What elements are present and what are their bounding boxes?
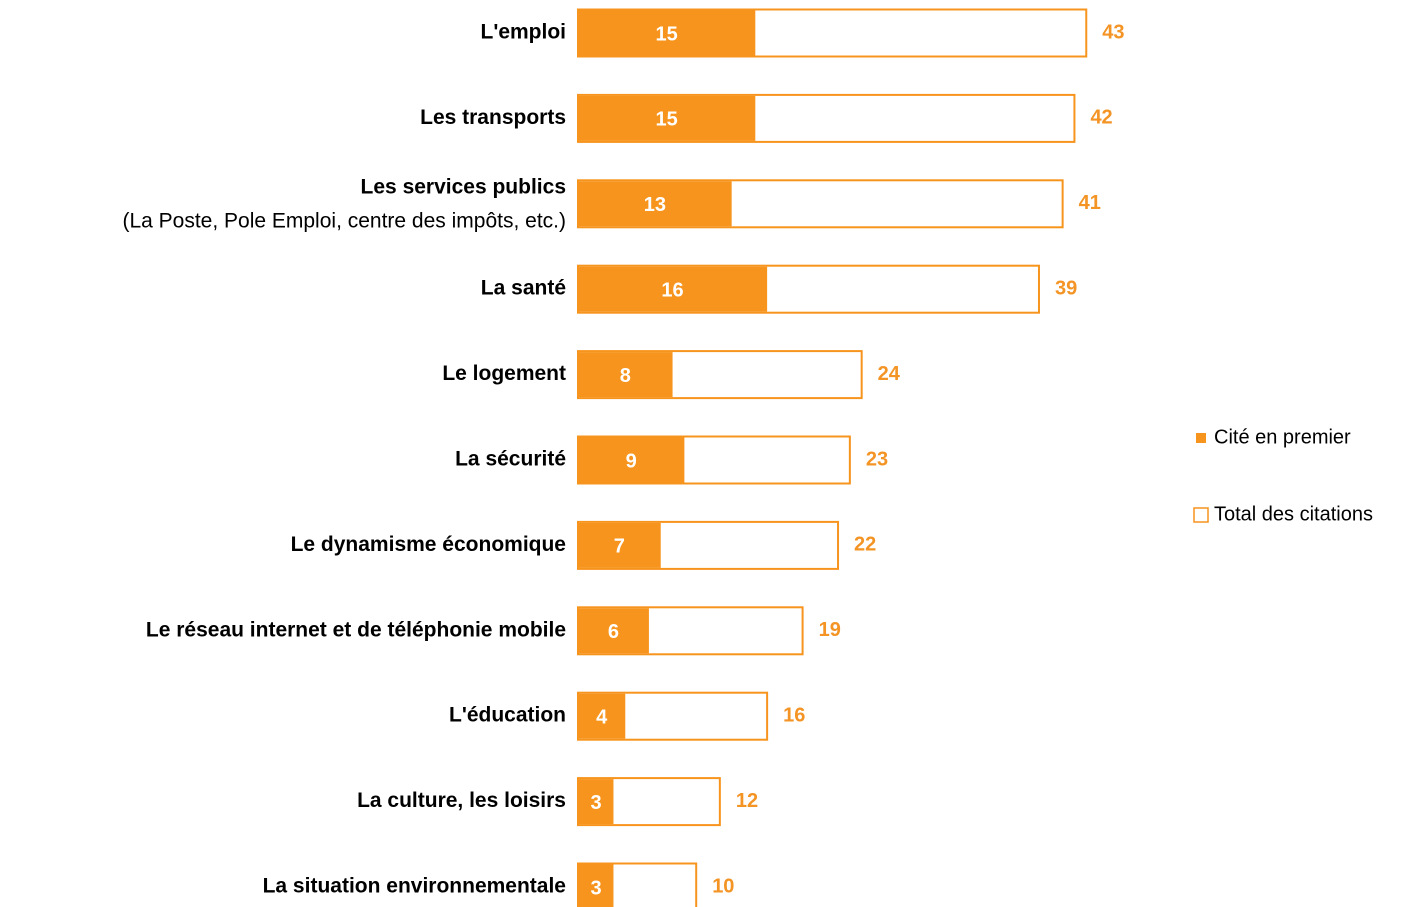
category-label: Le dynamisme économique <box>291 533 566 556</box>
legend-label: Cité en premier <box>1214 426 1351 448</box>
bar-total <box>577 777 721 827</box>
value-label: 8 <box>620 365 631 387</box>
value-label: 9 <box>626 450 637 472</box>
bar-total <box>577 691 769 741</box>
legend-swatch <box>1196 433 1206 443</box>
value-label: 39 <box>1055 277 1077 299</box>
value-label: 41 <box>1079 192 1101 214</box>
value-label: 15 <box>656 23 678 45</box>
bar-first <box>579 266 768 312</box>
bar-first <box>579 608 649 654</box>
value-label: 22 <box>854 534 876 556</box>
bar-total <box>577 435 851 485</box>
bar-first <box>579 693 626 739</box>
category-label: Les services publics <box>361 175 566 198</box>
category-note: (La Poste, Pole Emploi, centre des impôt… <box>122 209 566 232</box>
bar-first <box>579 181 732 227</box>
bar-total <box>577 862 698 907</box>
category-label: La santé <box>481 277 566 300</box>
value-label: 42 <box>1090 107 1112 129</box>
category-label: L'emploi <box>481 21 567 44</box>
category-label: La sécurité <box>455 448 566 471</box>
bar-total <box>577 606 804 656</box>
category-label: Le logement <box>442 362 566 385</box>
bar-first <box>579 522 661 568</box>
bar-first <box>579 10 756 56</box>
bar-first <box>579 779 614 825</box>
value-label: 6 <box>608 621 619 643</box>
value-label: 16 <box>783 704 805 726</box>
category-label: L'éducation <box>449 704 566 727</box>
value-label: 16 <box>661 279 683 301</box>
category-label: La situation environnementale <box>263 875 566 898</box>
value-label: 10 <box>712 875 734 897</box>
bar-first <box>579 95 756 141</box>
value-label: 43 <box>1102 21 1124 43</box>
value-label: 24 <box>878 363 901 385</box>
bar-total <box>577 179 1064 229</box>
bar-total <box>577 520 840 570</box>
value-label: 3 <box>590 792 601 814</box>
bar-first <box>579 352 673 398</box>
value-label: 3 <box>590 877 601 899</box>
bar-total <box>577 350 863 400</box>
category-label: Le réseau internet et de téléphonie mobi… <box>146 618 566 641</box>
legend-label: Total des citations <box>1214 503 1373 525</box>
category-label: La culture, les loisirs <box>357 789 566 812</box>
category-label: Les transports <box>420 106 566 129</box>
bar-first <box>579 864 614 907</box>
legend-swatch <box>1193 507 1209 523</box>
value-label: 7 <box>614 536 625 558</box>
value-label: 12 <box>736 790 758 812</box>
bar-total <box>577 264 1040 314</box>
value-label: 13 <box>644 194 666 216</box>
value-label: 4 <box>596 706 608 728</box>
value-label: 19 <box>819 619 841 641</box>
bar-total <box>577 8 1088 58</box>
bar-total <box>577 93 1076 143</box>
value-label: 23 <box>866 448 888 470</box>
bar-first <box>579 437 685 483</box>
value-label: 15 <box>656 109 678 131</box>
